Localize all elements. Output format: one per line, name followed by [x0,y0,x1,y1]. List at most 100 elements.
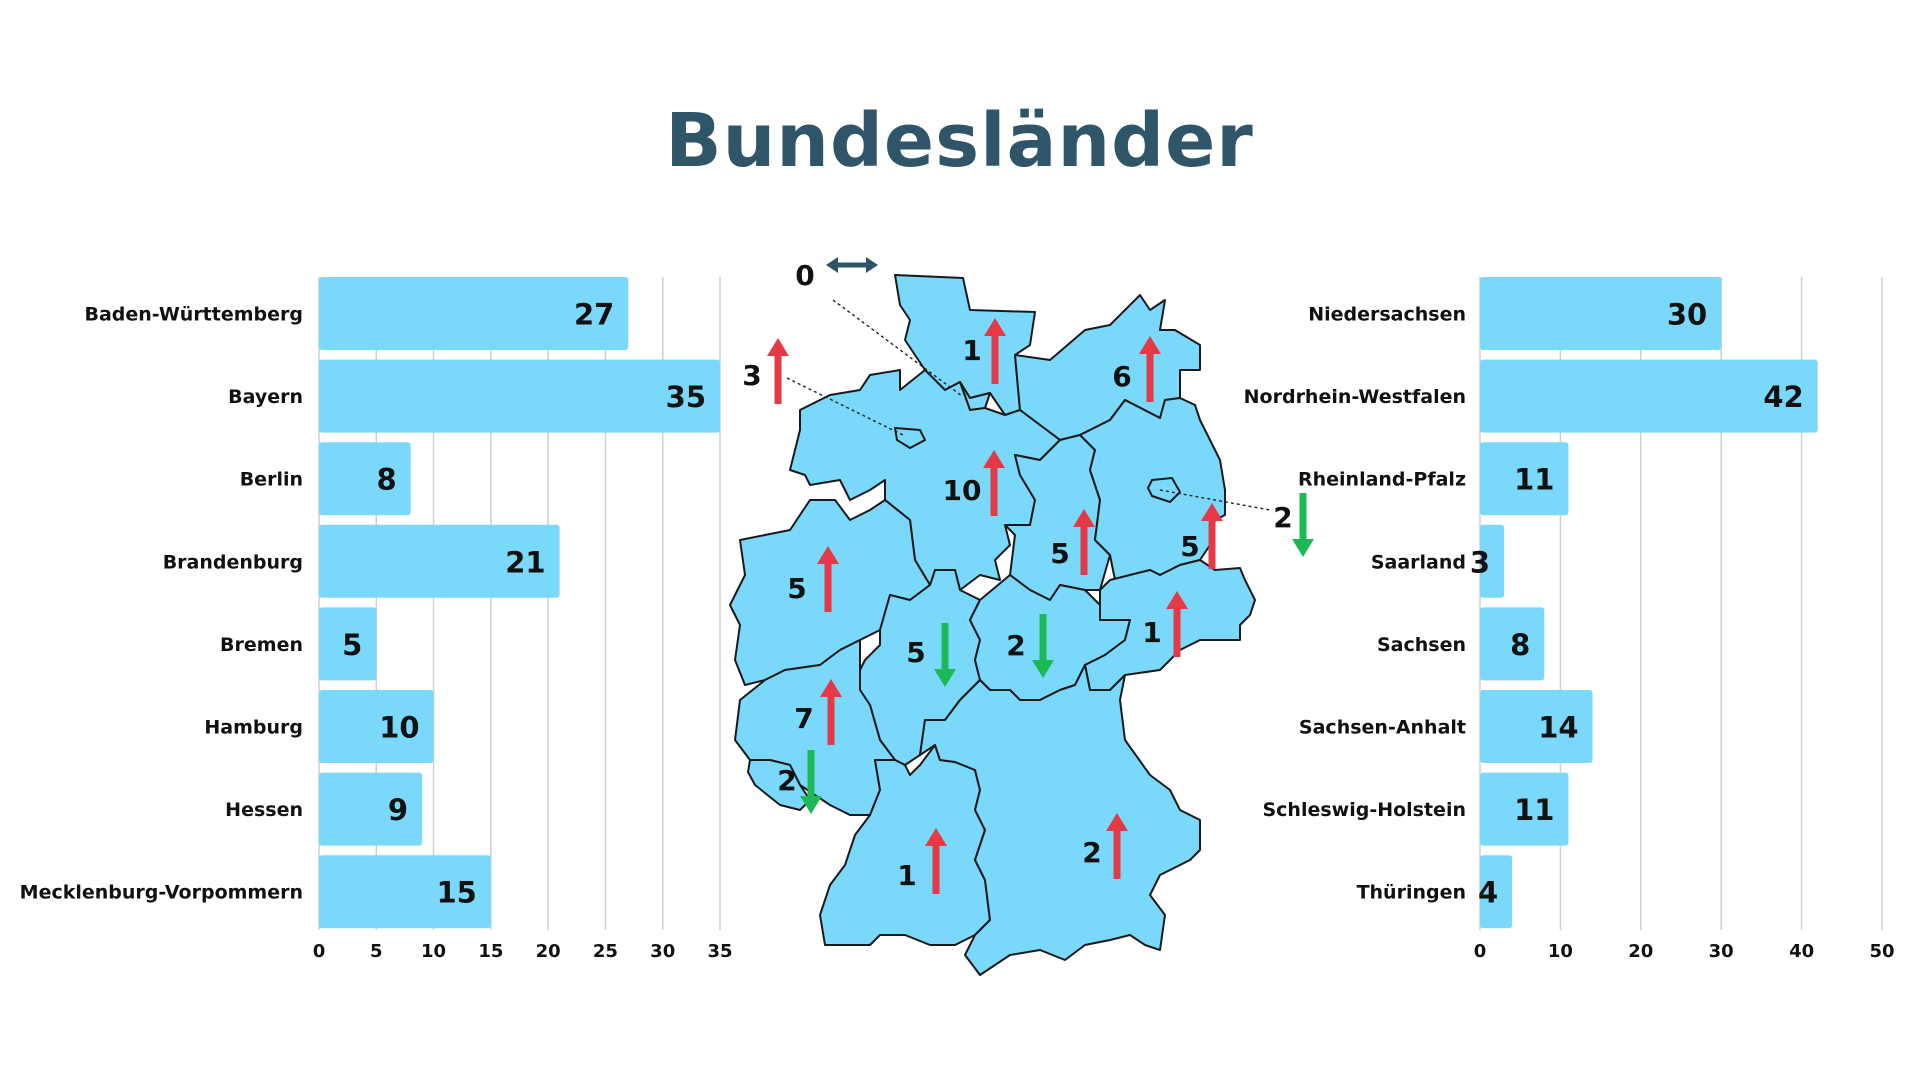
trend-up-arrow-shaft [991,332,999,384]
bar-brandenburg [319,524,560,598]
map-state-bremen [894,427,926,449]
bar-hamburg [319,690,434,763]
bar-baden-wuerttemberg [319,277,629,350]
trend-up-arrow-shaft [1080,523,1088,575]
trend-up-arrow-icon [1139,336,1161,354]
map-value-thueringen: 2 [1006,629,1025,662]
value-label: 9 [388,793,408,827]
map-value-hamburg: 0 [795,259,814,292]
x-tick-label: 10 [421,941,446,962]
value-label: 30 [1667,298,1707,332]
category-label: Thüringen [1357,882,1466,904]
category-label: Bayern [228,386,303,408]
bar-sachsen [1480,607,1545,681]
trend-down-arrow-icon [800,796,822,814]
leader-line-hamburg [832,299,963,397]
map-markers: 0 3 1 6 10 5 5 2 5 5 2 1 7 2 1 2 [742,257,1314,894]
bar-mecklenburg-vorpommern [319,855,491,929]
x-tick-label: 20 [1628,941,1653,962]
trend-neutral-arrow-icon [866,257,878,273]
bar-nordrhein-westfalen [1480,359,1818,433]
trend-up-arrow-shaft [1208,517,1216,569]
map-value-bayern: 2 [1082,836,1101,869]
category-label: Saarland [1371,551,1466,573]
map-value-hessen: 5 [906,636,925,669]
map-value-niedersachsen: 10 [943,474,982,507]
map-value-baden-wuerttemberg: 1 [897,859,916,892]
trend-up-arrow-shaft [990,464,998,516]
x-tick-label: 50 [1869,941,1894,962]
map-value-rheinland-pfalz: 7 [794,702,813,735]
x-tick-label: 5 [370,941,383,962]
trend-up-arrow-shaft [774,352,782,404]
map-state-saarland [747,759,811,811]
x-tick-label: 25 [593,941,618,962]
category-label: Sachsen [1377,634,1466,656]
value-label: 11 [1514,793,1554,827]
category-label: Berlin [240,469,303,491]
category-label: Hamburg [204,717,303,739]
category-label: Sachsen-Anhalt [1299,717,1466,739]
value-label: 8 [376,463,396,497]
category-label: Baden-Württemberg [84,304,303,326]
bar-chart-left: 0 5 10 15 20 25 30 35 Baden-Württemberg 27 Bayern 3… [20,277,733,962]
category-label: Brandenburg [163,551,303,573]
bar-berlin [319,442,411,516]
trend-up-arrow-icon [925,828,947,846]
map-state-berlin [1147,477,1181,503]
x-tick-label: 0 [1474,941,1487,962]
trend-up-arrow-shaft [827,693,835,745]
trend-down-arrow-icon [1032,660,1054,678]
value-label: 3 [1470,545,1490,579]
trend-up-arrow-shaft [932,842,940,894]
trend-neutral-arrow-shaft [836,262,868,268]
map-value-schleswig-holstein: 1 [962,334,981,367]
germany-map [729,274,1271,976]
trend-down-arrow-icon [1292,539,1314,557]
value-label: 15 [436,876,476,910]
map-value-sachsen-anhalt: 5 [1050,537,1069,570]
category-label: Bremen [220,634,303,656]
category-label: Rheinland-Pfalz [1298,469,1466,491]
category-label: Hessen [225,799,303,821]
x-tick-label: 30 [1709,941,1734,962]
bar-bayern [319,359,720,433]
bar-thueringen [1480,855,1513,929]
category-label: Niedersachsen [1308,304,1466,326]
value-label: 21 [505,545,545,579]
map-value-brandenburg: 5 [1180,530,1199,563]
trend-up-arrow-shaft [824,560,832,612]
trend-up-arrow-icon [1073,509,1095,527]
x-tick-label: 15 [478,941,503,962]
x-tick-label: 10 [1548,941,1573,962]
bar-bremen [319,607,377,681]
value-label: 11 [1514,463,1554,497]
bar-niedersachsen [1480,277,1722,350]
trend-down-arrow-icon [934,669,956,687]
trend-up-arrow-icon [984,318,1006,336]
map-value-bremen: 3 [742,359,761,392]
map-value-nordrhein-westfalen: 5 [787,572,806,605]
trend-up-arrow-icon [767,338,789,356]
trend-up-arrow-icon [817,546,839,564]
category-label: Schleswig-Holstein [1262,799,1466,821]
trend-down-arrow-shaft [941,623,949,673]
x-tick-label: 0 [313,941,326,962]
map-value-berlin: 2 [1273,501,1292,534]
trend-up-arrow-icon [1201,503,1223,521]
category-label: Nordrhein-Westfalen [1244,386,1466,408]
bar-saarland [1480,524,1505,598]
trend-up-arrow-shaft [1146,350,1154,402]
map-value-mecklenburg-vorpommern: 6 [1112,360,1131,393]
trend-down-arrow-shaft [807,750,815,800]
x-tick-label: 30 [650,941,675,962]
trend-up-arrow-icon [1106,813,1128,831]
x-tick-label: 20 [536,941,561,962]
value-label: 10 [379,711,419,745]
trend-up-arrow-shaft [1173,605,1181,657]
trend-up-arrow-icon [1166,591,1188,609]
bar-sachsen-anhalt [1480,690,1593,763]
trend-up-arrow-icon [983,450,1005,468]
